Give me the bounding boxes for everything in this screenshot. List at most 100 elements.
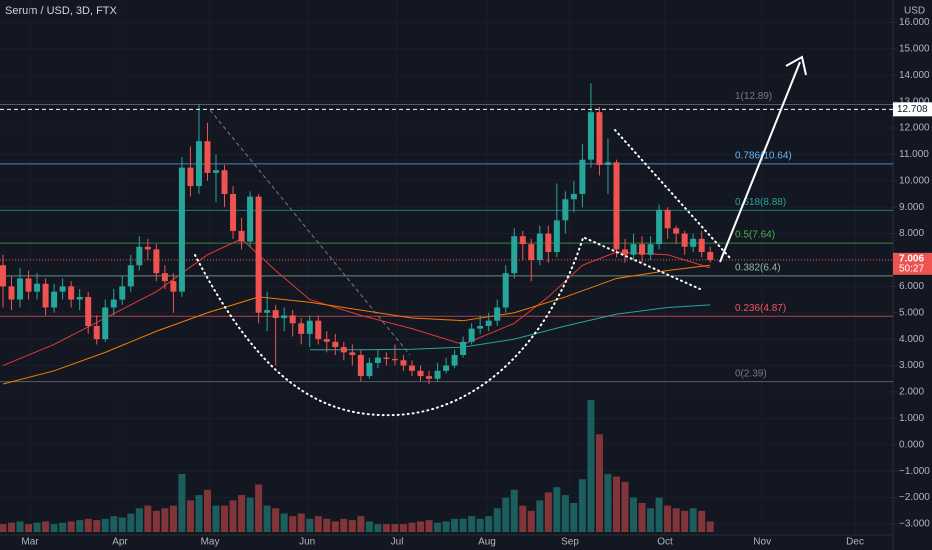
volume-bar [152,510,160,532]
y-tick-label: 12.000 [899,123,930,134]
chart-title: Serum / USD, 3D, FTX [5,5,118,17]
candle-body [170,281,177,292]
candle-body [494,307,501,321]
candle-body [25,278,32,292]
candle-body [434,370,441,379]
volume-bar [536,500,544,532]
x-tick-label: Apr [112,537,128,548]
volume-bar [561,495,569,532]
candle-body [366,362,373,377]
volume-bar [706,521,714,532]
volume-bar [110,516,118,532]
y-tick-label: 0.000 [899,439,924,450]
volume-bar [331,521,339,532]
y-tick-label: 13.000 [899,96,930,107]
volume-bar [595,434,603,532]
candle-body [51,291,58,308]
volume-bar [468,516,476,532]
candle-body [315,320,322,340]
volume-bar [485,516,493,532]
candle-body [477,325,484,329]
high-line-box [893,102,932,117]
y-tick-label: 10.000 [899,175,930,186]
volume-bar [340,518,348,532]
candle-body [426,376,433,379]
volume-bar [451,518,459,532]
volume-bar [25,524,33,532]
candle-body [144,246,151,250]
candle-body [110,299,117,308]
volume-bar [510,489,518,532]
candle-body [664,209,671,229]
candle-body [264,310,271,313]
volume-bar [42,521,50,532]
volume-bar [365,521,373,532]
candle-body [587,112,594,160]
x-tick-label: Oct [657,537,673,548]
volume-bar [689,508,697,532]
candle-body [408,365,415,371]
candle-body [528,244,535,260]
candle-body [622,249,629,255]
candle-body [485,320,492,326]
candle-body [136,246,143,266]
y-tick-label: 6.000 [899,281,924,292]
volume-bar [8,522,16,532]
candle-body [698,238,705,253]
candle-body [383,357,390,359]
volume-bar [84,518,92,532]
candle-body [673,228,680,234]
volume-bar [476,518,484,532]
y-tick-label: −1.000 [899,466,930,477]
volume-bar [16,521,24,532]
fib-label: 0(2.39) [735,368,767,379]
x-tick-label: Nov [753,537,771,548]
candle-body [272,310,279,319]
volume-bar [672,508,680,532]
volume-bar [161,508,169,532]
candle-body [68,286,75,300]
volume-bar [314,516,322,532]
y-tick-label: 1.000 [899,413,924,424]
volume-bar [553,487,561,532]
y-tick-label: 4.000 [899,334,924,345]
volume-bar [186,500,194,532]
volume-bar [434,522,442,532]
arrow-shaft [719,61,801,263]
candle-body [85,296,92,326]
volume-bar [33,522,41,532]
trend-line [209,109,411,356]
y-tick-label: 8.000 [899,228,924,239]
x-tick-label: Jun [299,537,315,548]
volume-bar [246,497,254,532]
volume-bar [655,497,663,532]
volume-bar [118,517,126,532]
volume-bar [630,497,638,532]
fib-label: 0.618(8.88) [735,197,786,208]
volume-bar [212,505,220,532]
y-tick-label: 5.000 [899,307,924,318]
candle-body [707,252,714,260]
volume-bar [612,476,620,532]
volume-bar [195,495,203,532]
x-tick-label: Aug [478,537,496,548]
volume-bar [127,513,135,532]
moving-average [309,304,711,351]
fib-label: 0.236(4.87) [735,303,786,314]
wedge-lower [584,237,701,290]
volume-bar [408,522,416,532]
candle-body [357,354,364,377]
candle-body [579,159,586,194]
volume-bar [255,484,263,532]
volume-bar [519,505,527,532]
candle-body [298,323,305,334]
wedge-upper [614,129,731,259]
candle-body [639,244,646,255]
candle-body [195,141,202,187]
volume-bar [229,500,237,532]
candle-body [391,358,398,361]
x-tick-label: May [201,537,220,548]
